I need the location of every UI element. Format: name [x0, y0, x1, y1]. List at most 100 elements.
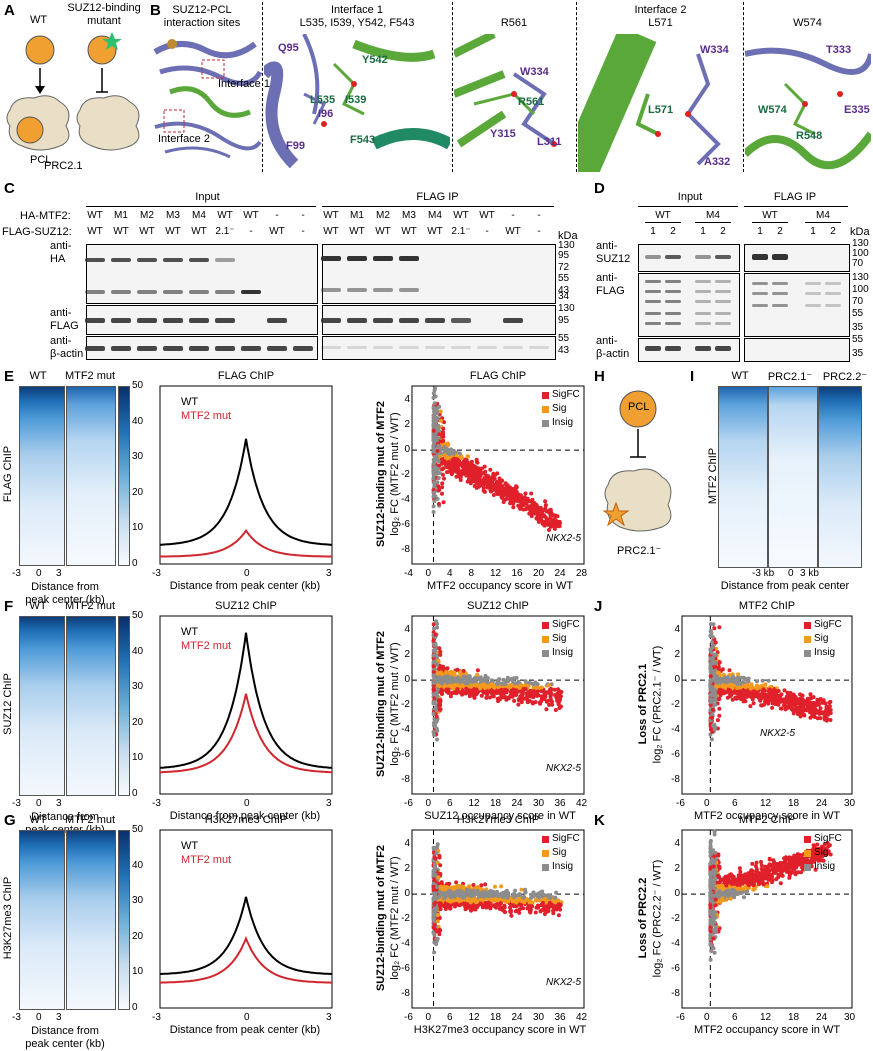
- tick-label: 18: [788, 1012, 799, 1023]
- data-point: [434, 619, 438, 623]
- data-point: [499, 884, 503, 888]
- data-point: [438, 653, 442, 657]
- scatter-xlabel: MTF2 occupancy score in WT: [682, 1024, 852, 1036]
- divider: [638, 206, 738, 207]
- data-point: [708, 648, 712, 652]
- data-point: [764, 682, 768, 686]
- kda-label: kDa: [850, 226, 870, 238]
- tick-label: 3: [56, 798, 62, 809]
- data-point: [717, 671, 721, 675]
- data-point: [449, 694, 453, 698]
- blot-band: [772, 304, 788, 307]
- data-point: [501, 682, 505, 686]
- data-point: [433, 643, 437, 647]
- panel-label-j: J: [594, 598, 602, 615]
- blot-band: [665, 312, 681, 315]
- data-point: [556, 514, 560, 518]
- tick-label: 8: [469, 568, 475, 579]
- data-point: [755, 679, 759, 683]
- data-point: [552, 906, 556, 910]
- data-point: [437, 502, 441, 506]
- panel-i-ylabel: MTF2 ChIP: [707, 426, 719, 526]
- lane-label: M2: [135, 210, 159, 221]
- scatter-title: SUZ12 ChIP: [412, 600, 584, 612]
- data-point: [768, 688, 772, 692]
- data-point: [448, 907, 452, 911]
- tick-label: 18: [788, 798, 799, 809]
- legend-mut: MTF2 mut: [181, 640, 231, 652]
- mw-marker: 72: [558, 262, 569, 273]
- data-point: [506, 490, 510, 494]
- data-point: [476, 885, 480, 889]
- data-point: [513, 889, 517, 893]
- data-point: [709, 666, 713, 670]
- data-point: [445, 688, 449, 692]
- data-point: [709, 674, 713, 678]
- data-point: [442, 896, 446, 900]
- residue-label: Q95: [278, 42, 299, 54]
- blot-label-flag: anti- FLAG: [596, 272, 625, 298]
- tick-label: -4: [666, 724, 680, 735]
- gene-label: NKX2-5: [760, 728, 795, 739]
- data-point: [485, 692, 489, 696]
- data-point: [741, 880, 745, 884]
- heatmap-col-wt: WT: [18, 370, 58, 382]
- colorbar-tick: 50: [132, 824, 143, 835]
- residue-label: T333: [826, 44, 851, 56]
- data-point: [508, 501, 512, 505]
- data-point: [471, 478, 475, 482]
- data-point: [437, 667, 441, 671]
- lane-label: WT: [239, 210, 263, 221]
- blot-band: [189, 258, 209, 262]
- residue-label: W334: [520, 66, 549, 78]
- blot-band: [399, 318, 419, 323]
- colorbar-tick: 0: [132, 788, 138, 799]
- blot-band: [189, 290, 209, 294]
- heatmap-col-mut: MTF2 mut: [60, 814, 120, 826]
- profile-xlabel: Distance from peak center (kb): [150, 1024, 340, 1036]
- colorbar-tick: 40: [132, 860, 143, 871]
- data-point: [492, 890, 496, 894]
- blot-band: [503, 318, 523, 323]
- gene-label: NKX2-5: [546, 977, 581, 988]
- colorbar-tick: 40: [132, 646, 143, 657]
- data-point: [461, 464, 465, 468]
- data-point: [495, 682, 499, 686]
- tick-label: 0: [36, 1012, 42, 1023]
- data-point: [458, 893, 462, 897]
- data-point: [721, 667, 725, 671]
- blot-band: [825, 304, 841, 307]
- panel-label-d: D: [594, 180, 605, 197]
- data-point: [713, 674, 717, 678]
- colorbar-tick: 30: [132, 681, 143, 692]
- data-point: [483, 890, 487, 894]
- data-point: [529, 492, 533, 496]
- data-point: [553, 693, 557, 697]
- data-point: [467, 466, 471, 470]
- legend-swatch: [542, 392, 549, 399]
- data-point: [779, 881, 783, 885]
- lane-label: WT: [187, 226, 211, 237]
- data-point: [520, 888, 524, 892]
- colorbar: [118, 830, 130, 1010]
- data-point: [511, 505, 515, 509]
- tick-label: 3: [56, 568, 62, 579]
- blot-band: [347, 346, 367, 349]
- data-point: [483, 465, 487, 469]
- tick-label: -3: [152, 568, 161, 579]
- data-point: [725, 675, 729, 679]
- lane-label: -: [501, 210, 525, 221]
- data-point: [432, 413, 436, 417]
- series-line: [160, 939, 332, 983]
- legend-label: SigFC: [814, 833, 842, 844]
- data-point: [737, 696, 741, 700]
- scatter-xlabel: MTF2 occupancy score in WT: [405, 580, 595, 592]
- data-point: [532, 505, 536, 509]
- panel-a-wt-label: WT: [30, 14, 47, 26]
- data-point: [714, 925, 718, 929]
- data-point: [435, 715, 439, 719]
- data-point: [770, 706, 774, 710]
- heatmap-col-mut: MTF2 mut: [60, 370, 120, 382]
- data-point: [744, 677, 748, 681]
- blot-band: [715, 280, 731, 283]
